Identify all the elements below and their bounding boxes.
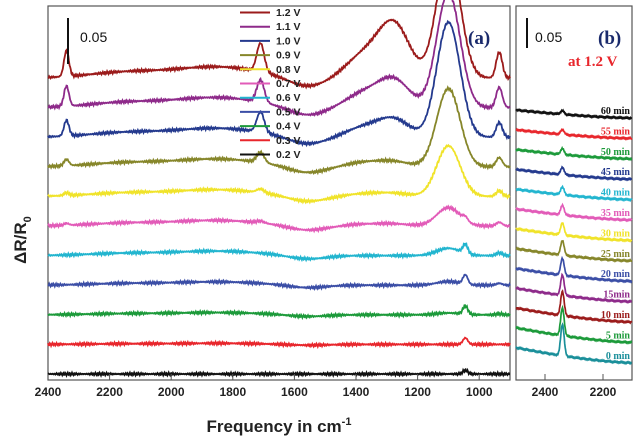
panel-a-series-line	[47, 273, 511, 291]
panel-b-series-label: 45 min	[601, 167, 631, 178]
panel-a-legend-label: 0.9 V	[276, 50, 301, 62]
panel-a-legend: 1.2 V 1.1 V 1.0 V 0.9 V 0.8 V 0.7 V 0.6 V 0.5 V…	[240, 7, 301, 161]
panel-b-series-line	[515, 184, 633, 203]
x-axis-label: Frequency in cm-1	[207, 416, 352, 436]
panel-b-series-line	[515, 145, 633, 162]
panel-a-x-tick-label: 2400	[35, 385, 62, 399]
panel-b-series-label: 30 min	[601, 228, 631, 239]
panel-a-series-line	[47, 0, 511, 117]
panel-b-series-line	[515, 108, 633, 121]
panel-b-series-line	[515, 322, 633, 366]
panel-b-series-line	[515, 304, 633, 345]
panel-b-series-label: 55 min	[601, 126, 631, 137]
panel-b-scale-bar: 0.05	[526, 18, 562, 48]
panel-a-frame	[47, 5, 511, 381]
panel-a-x-tick-label: 1800	[219, 385, 246, 399]
panel-b-series-labels: 60 min 55 min 50 min 45 min 40 min 35 min 30 m…	[601, 106, 631, 362]
panel-b-series-line	[515, 165, 633, 182]
panel-b-series-line	[515, 127, 633, 141]
panel-a-series-line	[47, 204, 511, 234]
panel-b-series-label: 0 min	[606, 351, 631, 362]
panel-b-series-label: 50 min	[601, 147, 631, 158]
panel-a-series-line	[47, 367, 511, 379]
panel-a-series-line	[47, 304, 511, 321]
panel-a-legend-label: 0.4 V	[276, 121, 301, 133]
panel-b: 2400 2200 0.05 (b) at 1.2 V 60 min 55 min 5…	[515, 5, 633, 399]
panel-a-series-line	[47, 143, 511, 205]
panel-b-frame	[515, 5, 633, 381]
panel-b-series-line	[515, 239, 633, 264]
panel-b-series-label: 10 min	[601, 310, 631, 321]
panel-b-series-label: 40 min	[601, 188, 631, 199]
panel-b-series-group	[515, 108, 633, 366]
panel-a-x-tick-label: 2200	[96, 385, 123, 399]
panel-b-series-line	[515, 222, 633, 243]
panel-b-series-label: 60 min	[601, 106, 631, 117]
panel-b-series-line	[515, 255, 633, 284]
panel-a-series-group	[47, 0, 511, 379]
panel-b-series-line	[515, 289, 633, 325]
panel-a-x-ticks: 2400 2200 2000 1800 1600 1400 1200 1000	[35, 374, 493, 399]
panel-a-x-tick-label: 2000	[158, 385, 185, 399]
panel-a-legend-label: 1.0 V	[276, 35, 301, 47]
panel-a-legend-label: 0.6 V	[276, 92, 301, 104]
panel-a-x-tick-label: 1200	[404, 385, 431, 399]
y-axis-label-text: ΔR/R	[11, 222, 30, 264]
x-axis-label-superscript: -1	[342, 416, 352, 428]
panel-b-label: (b)	[598, 28, 621, 49]
panel-b-condition: at 1.2 V	[568, 54, 617, 70]
x-axis-label-text: Frequency in cm	[207, 417, 342, 436]
panel-a-legend-label: 1.2 V	[276, 7, 301, 19]
panel-a-legend-label: 0.3 V	[276, 135, 301, 147]
panel-a-legend-label: 0.7 V	[276, 78, 301, 90]
panel-b-scale-bar-label: 0.05	[535, 29, 562, 45]
panel-b-series-label: 5 min	[606, 330, 631, 341]
panel-a-series-line	[47, 242, 511, 263]
panel-a-legend-label: 0.8 V	[276, 64, 301, 76]
panel-a-legend-label: 1.1 V	[276, 21, 301, 33]
panel-a-x-tick-label: 1400	[343, 385, 370, 399]
panel-a-legend-label: 0.2 V	[276, 149, 301, 161]
panel-b-series-label: 15min	[603, 290, 630, 301]
panel-b-x-tick-label: 2400	[532, 385, 559, 399]
panel-a: 2400 2200 2000 1800 1600 1400 1200 1000 0.05 (a…	[35, 0, 511, 399]
panel-b-x-ticks: 2400 2200	[532, 374, 617, 399]
panel-a-legend-label: 0.5 V	[276, 106, 301, 118]
panel-a-x-tick-label: 1600	[281, 385, 308, 399]
panel-a-scale-bar-label: 0.05	[80, 29, 107, 45]
panel-a-series-line	[47, 336, 511, 350]
panel-b-series-label: 35 min	[601, 208, 631, 219]
panel-b-series-label: 20 min	[601, 269, 631, 280]
panel-b-series-line	[515, 272, 633, 304]
panel-a-series-line	[47, 85, 511, 176]
panel-a-series-line	[47, 0, 511, 90]
panel-a-label: (a)	[468, 28, 490, 49]
y-axis-label-subscript: 0	[22, 216, 34, 222]
y-axis-label: ΔR/R0	[11, 216, 34, 264]
panel-b-series-label: 25 min	[601, 249, 631, 260]
panel-b-series-line	[515, 202, 633, 223]
panel-a-x-tick-label: 1000	[466, 385, 493, 399]
panel-a-scale-bar: 0.05	[67, 18, 107, 64]
panel-a-series-line	[47, 19, 511, 148]
panel-b-x-tick-label: 2200	[590, 385, 617, 399]
